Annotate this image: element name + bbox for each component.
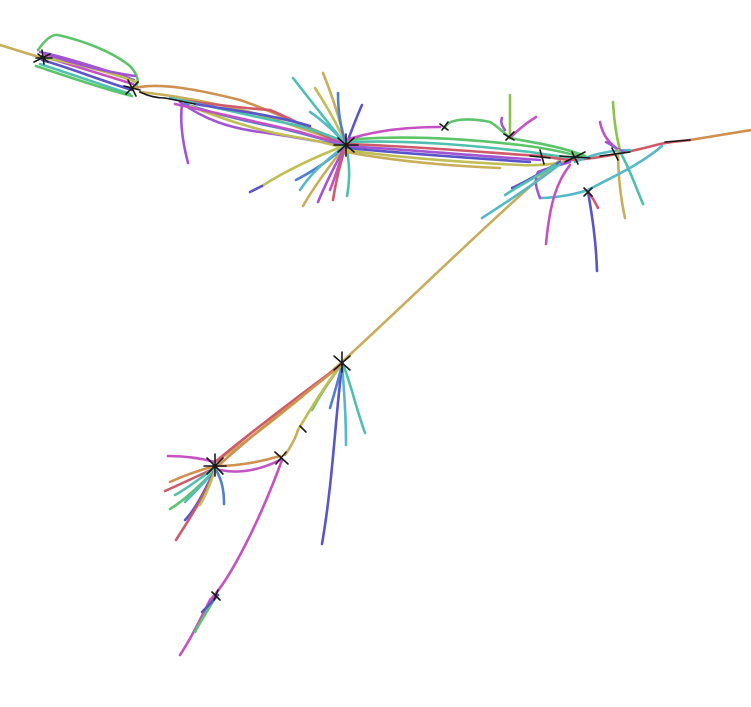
tree-edge-99 [203, 453, 227, 477]
tree-edge-91 [439, 121, 449, 131]
tree-edge-95 [599, 147, 631, 161]
tree-edge-37 [344, 146, 532, 164]
tree-edge-94 [559, 151, 591, 165]
tree-edge-16 [179, 102, 190, 165]
tree-edge-92 [503, 131, 515, 141]
tree-edge-70 [166, 454, 217, 464]
tree-edge-60 [503, 163, 557, 197]
tree-edge-35 [344, 142, 577, 162]
cluster-e [163, 454, 284, 657]
tree-edge-101 [299, 425, 307, 433]
tree-edge-57 [544, 163, 572, 246]
trunk-diagonal [340, 158, 562, 364]
tree-edge-87 [123, 79, 141, 97]
trunk-lines [0, 43, 751, 464]
tree-edge-13 [188, 104, 346, 150]
tree-edge-34 [344, 140, 582, 160]
tree-edge-89 [164, 97, 196, 105]
tree-edge-25 [248, 184, 264, 194]
tree-edge-79 [198, 468, 217, 507]
tree-edge-71 [168, 464, 217, 484]
tree-edge-62 [340, 362, 348, 447]
tree-edge-0 [36, 33, 140, 90]
tree-edge-66 [296, 362, 344, 432]
tree-edge-59 [480, 162, 562, 220]
trunk-top-right [688, 128, 751, 142]
tree-edge-36 [344, 144, 542, 162]
tree-edge-98 [333, 351, 351, 373]
tree-edge-24 [260, 143, 348, 188]
tree-edge-21 [336, 91, 348, 147]
tree-edge-46 [573, 138, 692, 162]
tree-edge-93 [529, 149, 551, 165]
cluster-a [34, 33, 140, 98]
tree-edge-102 [211, 589, 221, 601]
tree-edge-42 [508, 136, 587, 158]
tree-edge-3 [40, 58, 134, 92]
cluster-d [213, 360, 367, 546]
tree-edge-45 [499, 116, 507, 132]
tree-edge-96 [664, 139, 691, 143]
segment-b-c [344, 93, 587, 170]
tree-edge-90 [333, 133, 359, 157]
tree-edge-63 [320, 364, 344, 546]
tree-edge-48 [611, 100, 622, 152]
tree-edge-33 [344, 136, 587, 160]
tree-edge-7 [43, 52, 137, 78]
tree-edge-44 [510, 115, 538, 138]
cluster-c [480, 100, 692, 273]
segment-a-b [133, 84, 348, 165]
tree-edge-100 [274, 451, 289, 465]
tree-edge-38 [344, 148, 567, 167]
tree-edge-31 [331, 143, 348, 202]
tree-edge-17 [193, 102, 312, 128]
trunk-top-left [0, 43, 44, 60]
tree-edge-69 [283, 428, 300, 457]
tree-edge-61 [340, 360, 367, 435]
tree-edge-5 [34, 64, 134, 98]
tree-edge-68 [216, 364, 342, 468]
tree-edge-86 [33, 49, 53, 65]
tree-edge-54 [586, 190, 599, 273]
tree-edge-52 [618, 150, 645, 206]
tree-edge-64 [328, 364, 344, 410]
tree-edge-50 [604, 140, 626, 154]
tree-edge-78 [213, 466, 226, 506]
tree-edge-81 [218, 458, 282, 473]
junction-knots [33, 49, 691, 601]
tree-edge-4 [38, 62, 132, 96]
tree-edge-47 [573, 148, 632, 164]
tree-edge-39 [344, 150, 502, 170]
tree-edge-14 [173, 102, 348, 145]
tree-edge-97 [583, 187, 593, 197]
tree-edge-51 [616, 148, 627, 220]
tree-edge-88 [139, 91, 166, 99]
